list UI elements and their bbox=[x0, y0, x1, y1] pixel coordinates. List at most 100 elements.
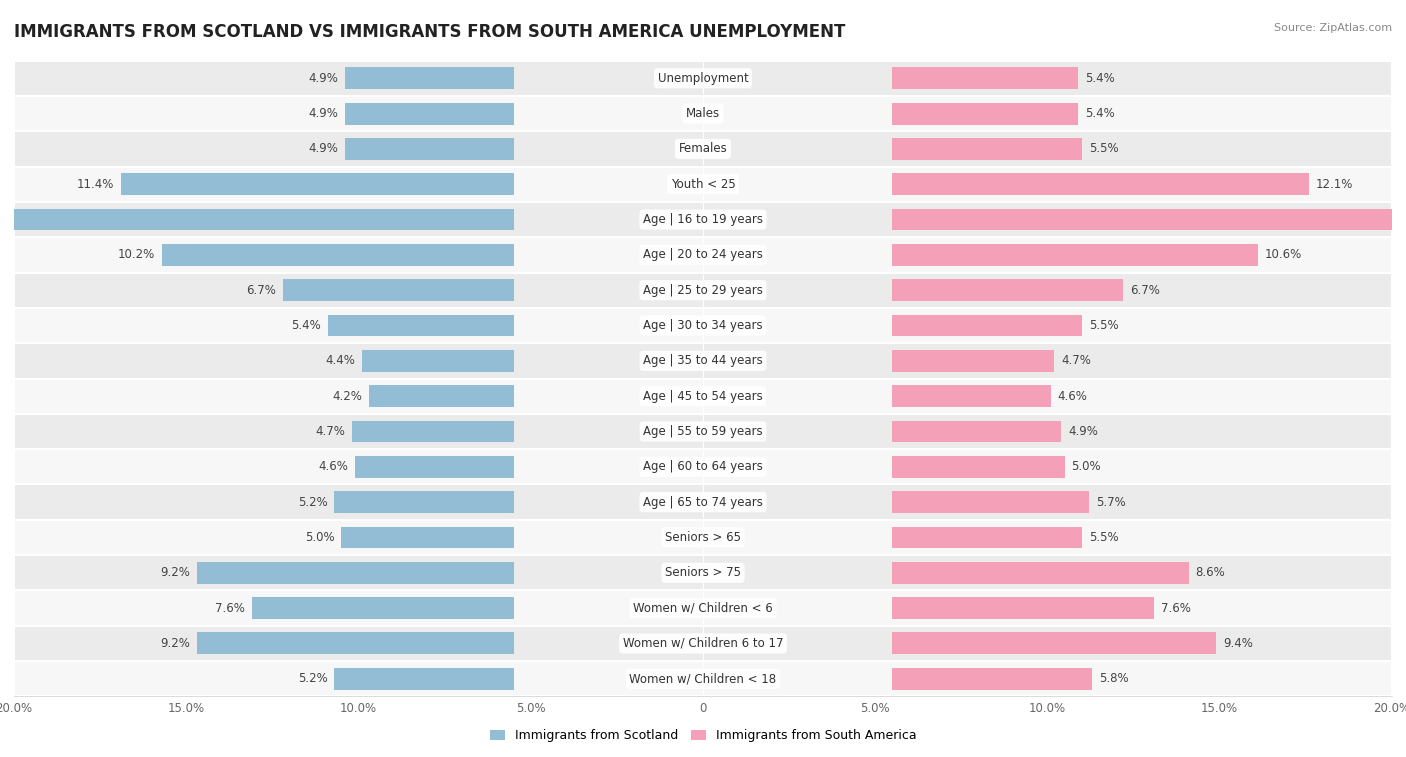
Bar bbox=[893, 138, 1083, 160]
Text: 9.2%: 9.2% bbox=[160, 566, 190, 579]
Text: IMMIGRANTS FROM SCOTLAND VS IMMIGRANTS FROM SOUTH AMERICA UNEMPLOYMENT: IMMIGRANTS FROM SCOTLAND VS IMMIGRANTS F… bbox=[14, 23, 845, 41]
Text: Age | 16 to 19 years: Age | 16 to 19 years bbox=[643, 213, 763, 226]
Text: Age | 45 to 54 years: Age | 45 to 54 years bbox=[643, 390, 763, 403]
Text: 5.7%: 5.7% bbox=[1095, 496, 1125, 509]
Bar bbox=[893, 597, 1154, 619]
Text: 4.6%: 4.6% bbox=[1057, 390, 1088, 403]
Text: Youth < 25: Youth < 25 bbox=[671, 178, 735, 191]
Bar bbox=[893, 633, 1216, 654]
Text: 10.2%: 10.2% bbox=[118, 248, 155, 261]
Bar bbox=[344, 138, 513, 160]
Text: Seniors > 75: Seniors > 75 bbox=[665, 566, 741, 579]
Text: Age | 65 to 74 years: Age | 65 to 74 years bbox=[643, 496, 763, 509]
Text: 7.6%: 7.6% bbox=[1161, 602, 1191, 615]
Text: 5.4%: 5.4% bbox=[1085, 107, 1115, 120]
Bar bbox=[14, 202, 1392, 237]
Text: 8.6%: 8.6% bbox=[1195, 566, 1226, 579]
Bar bbox=[14, 61, 1392, 96]
Bar bbox=[14, 414, 1392, 449]
Bar bbox=[14, 626, 1392, 661]
Text: 6.7%: 6.7% bbox=[1130, 284, 1160, 297]
Text: Age | 35 to 44 years: Age | 35 to 44 years bbox=[643, 354, 763, 367]
Bar bbox=[893, 315, 1083, 336]
Text: Women w/ Children < 6: Women w/ Children < 6 bbox=[633, 602, 773, 615]
Bar bbox=[893, 67, 1078, 89]
Text: Source: ZipAtlas.com: Source: ZipAtlas.com bbox=[1274, 23, 1392, 33]
Bar bbox=[14, 343, 1392, 378]
Bar bbox=[121, 173, 513, 195]
Bar bbox=[252, 597, 513, 619]
Text: Age | 55 to 59 years: Age | 55 to 59 years bbox=[643, 425, 763, 438]
Text: Unemployment: Unemployment bbox=[658, 72, 748, 85]
Bar bbox=[197, 633, 513, 654]
Text: Women w/ Children < 18: Women w/ Children < 18 bbox=[630, 672, 776, 685]
Bar bbox=[335, 491, 513, 513]
Text: 5.0%: 5.0% bbox=[1071, 460, 1101, 473]
Text: 5.2%: 5.2% bbox=[298, 672, 328, 685]
Text: 4.9%: 4.9% bbox=[1069, 425, 1098, 438]
Bar bbox=[14, 555, 1392, 590]
Bar bbox=[14, 590, 1392, 626]
Bar bbox=[14, 308, 1392, 343]
Bar bbox=[14, 484, 1392, 520]
Bar bbox=[893, 668, 1092, 690]
Bar bbox=[328, 315, 513, 336]
Text: 5.4%: 5.4% bbox=[1085, 72, 1115, 85]
Bar bbox=[893, 491, 1088, 513]
Bar bbox=[14, 237, 1392, 273]
Bar bbox=[893, 173, 1309, 195]
Bar bbox=[893, 209, 1406, 230]
Text: 5.5%: 5.5% bbox=[1088, 142, 1118, 155]
Bar bbox=[283, 279, 513, 301]
Bar bbox=[344, 103, 513, 124]
Text: 5.4%: 5.4% bbox=[291, 319, 321, 332]
Text: Females: Females bbox=[679, 142, 727, 155]
Text: 11.4%: 11.4% bbox=[76, 178, 114, 191]
Bar bbox=[352, 421, 513, 442]
Bar bbox=[14, 378, 1392, 414]
Text: 5.5%: 5.5% bbox=[1088, 531, 1118, 544]
Text: 4.4%: 4.4% bbox=[325, 354, 356, 367]
Bar bbox=[368, 385, 513, 407]
Text: 5.0%: 5.0% bbox=[305, 531, 335, 544]
Bar bbox=[893, 279, 1123, 301]
Bar bbox=[335, 668, 513, 690]
Bar bbox=[893, 244, 1257, 266]
Text: Age | 25 to 29 years: Age | 25 to 29 years bbox=[643, 284, 763, 297]
Text: 10.6%: 10.6% bbox=[1264, 248, 1302, 261]
Bar bbox=[893, 562, 1188, 584]
Bar bbox=[893, 385, 1050, 407]
Bar bbox=[14, 96, 1392, 131]
Text: 9.2%: 9.2% bbox=[160, 637, 190, 650]
Bar bbox=[14, 449, 1392, 484]
Text: Age | 20 to 24 years: Age | 20 to 24 years bbox=[643, 248, 763, 261]
Text: Seniors > 65: Seniors > 65 bbox=[665, 531, 741, 544]
Bar bbox=[893, 421, 1062, 442]
Bar bbox=[14, 167, 1392, 202]
Bar bbox=[893, 103, 1078, 124]
Bar bbox=[14, 661, 1392, 696]
Text: 12.1%: 12.1% bbox=[1316, 178, 1354, 191]
Bar bbox=[356, 456, 513, 478]
Bar bbox=[893, 527, 1083, 548]
Bar bbox=[342, 527, 513, 548]
Text: Women w/ Children 6 to 17: Women w/ Children 6 to 17 bbox=[623, 637, 783, 650]
Text: 7.6%: 7.6% bbox=[215, 602, 245, 615]
Bar bbox=[162, 244, 513, 266]
Text: 6.7%: 6.7% bbox=[246, 284, 276, 297]
Legend: Immigrants from Scotland, Immigrants from South America: Immigrants from Scotland, Immigrants fro… bbox=[485, 724, 921, 747]
Bar bbox=[14, 520, 1392, 555]
Bar bbox=[344, 67, 513, 89]
Bar bbox=[893, 456, 1064, 478]
Text: 4.9%: 4.9% bbox=[308, 72, 337, 85]
Text: 4.9%: 4.9% bbox=[308, 142, 337, 155]
Bar bbox=[893, 350, 1054, 372]
Bar bbox=[14, 273, 1392, 308]
Text: 4.7%: 4.7% bbox=[315, 425, 344, 438]
Bar bbox=[0, 209, 513, 230]
Bar bbox=[197, 562, 513, 584]
Text: 4.9%: 4.9% bbox=[308, 107, 337, 120]
Text: 4.6%: 4.6% bbox=[318, 460, 349, 473]
Text: 5.5%: 5.5% bbox=[1088, 319, 1118, 332]
Text: Males: Males bbox=[686, 107, 720, 120]
